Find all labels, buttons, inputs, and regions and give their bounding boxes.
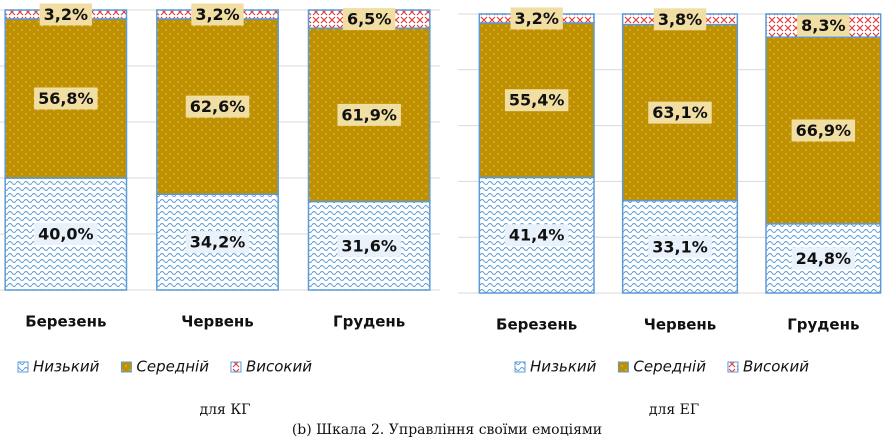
chart: 40,0% 56,8% 3,2% Березень 34,2% 62,6% 3,2% Черв… [0, 3, 440, 418]
legend-label: Високий [743, 358, 809, 376]
value-label-bg [34, 223, 98, 245]
legend-swatch [514, 361, 526, 373]
value-label-bg [504, 89, 569, 112]
value-label: 62,6% [190, 97, 246, 116]
value-label: 61,9% [341, 105, 397, 124]
value-label-bg [797, 14, 850, 37]
legend-swatch [120, 361, 132, 373]
legend-label: Середній [633, 358, 706, 376]
value-label: 3,2% [44, 5, 88, 24]
value-label: 3,2% [514, 9, 558, 28]
x-tick-label: Грудень [787, 316, 859, 334]
chart-caption: для КГ [200, 402, 251, 418]
figure-caption: (b) Шкала 2. Управління своїми емоціями [292, 422, 602, 438]
legend-swatch [727, 361, 739, 373]
value-label-bg [337, 103, 401, 126]
value-label: 31,6% [341, 236, 397, 255]
value-label-bg [34, 87, 98, 110]
value-label-bg [342, 8, 396, 31]
value-label: 41,4% [509, 226, 565, 245]
x-tick-label: Березень [25, 313, 106, 331]
value-label: 34,2% [190, 233, 246, 252]
x-tick-label: Червень [181, 313, 254, 331]
value-label: 3,8% [658, 10, 702, 29]
value-label: 8,3% [801, 16, 845, 35]
value-label: 66,9% [796, 121, 852, 140]
value-label-bg [510, 7, 563, 30]
x-tick-label: Березень [496, 316, 577, 334]
value-label: 55,4% [509, 91, 565, 110]
value-label-bg [39, 3, 93, 26]
legend-label: Низький [33, 358, 100, 376]
legend-label: Високий [246, 358, 312, 376]
legend-swatch [230, 361, 242, 373]
value-label-bg [337, 234, 401, 257]
legend-label: Низький [530, 358, 597, 376]
value-label: 33,1% [652, 237, 708, 256]
bar-segment [4, 177, 128, 291]
bar-segment [307, 27, 431, 203]
value-label-bg [185, 231, 250, 254]
value-label-bg [648, 235, 712, 258]
value-label-bg [791, 119, 856, 142]
value-label-bg [504, 224, 569, 247]
value-label-bg [648, 101, 712, 124]
value-label: 63,1% [652, 103, 708, 122]
value-label: 3,2% [195, 5, 239, 24]
value-label: 24,8% [796, 249, 852, 268]
value-label: 56,8% [38, 89, 94, 108]
chart: 41,4% 55,4% 3,2% Березень 33,1% 63,1% 3,8% Черв… [458, 7, 882, 418]
value-label-bg [185, 95, 250, 118]
value-label-bg [653, 8, 707, 31]
x-tick-label: Грудень [333, 313, 405, 331]
value-label-bg [191, 3, 244, 26]
chart-caption: для ЕГ [649, 402, 699, 418]
value-label: 40,0% [38, 225, 94, 244]
legend-swatch [17, 361, 29, 373]
x-tick-label: Червень [644, 316, 717, 334]
value-label-bg [791, 247, 856, 270]
legend-swatch [617, 361, 629, 373]
legend-label: Середній [136, 358, 209, 376]
value-label: 6,5% [347, 10, 391, 29]
